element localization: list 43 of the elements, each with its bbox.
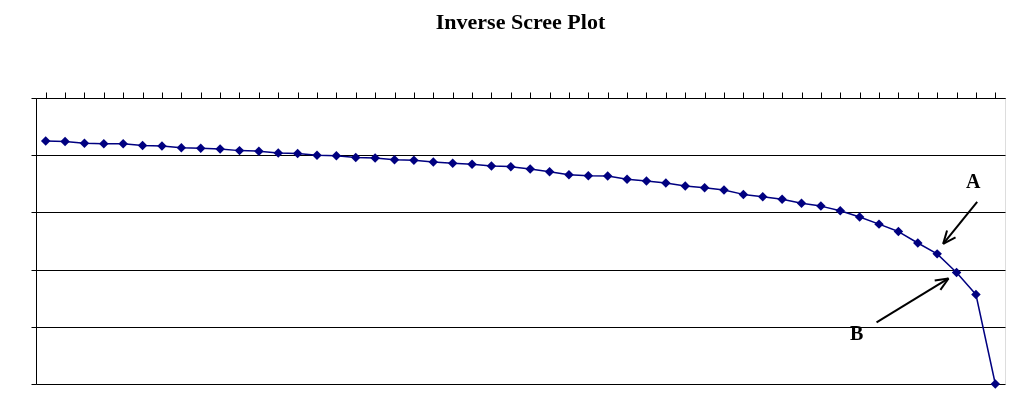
point — [544, 167, 555, 177]
point — [351, 152, 361, 163]
point — [758, 191, 768, 202]
point — [525, 164, 535, 174]
point — [195, 143, 206, 154]
point — [254, 146, 264, 156]
point — [602, 171, 613, 181]
point — [932, 249, 942, 259]
point — [583, 171, 594, 181]
point — [951, 267, 962, 278]
point — [564, 169, 574, 180]
point — [680, 181, 690, 191]
point — [971, 289, 981, 300]
point — [699, 183, 710, 193]
point — [893, 226, 904, 237]
point — [486, 161, 497, 171]
point — [428, 157, 439, 167]
point — [292, 148, 303, 159]
point — [234, 145, 245, 156]
point — [176, 143, 187, 153]
point — [777, 194, 787, 204]
point — [835, 205, 846, 216]
point — [738, 189, 749, 200]
point — [40, 136, 51, 146]
annotation: A — [965, 169, 981, 192]
point — [99, 139, 109, 149]
point — [506, 161, 516, 172]
point — [389, 155, 400, 165]
chart-title: Inverse Scree Plot — [435, 8, 606, 34]
point — [137, 140, 148, 151]
point — [331, 151, 342, 161]
point — [409, 155, 419, 166]
point — [467, 159, 477, 170]
point — [447, 158, 458, 168]
point — [273, 148, 283, 158]
point — [854, 212, 865, 222]
point — [60, 136, 70, 147]
point — [79, 138, 90, 148]
point — [990, 379, 1001, 389]
point — [622, 174, 632, 184]
point — [796, 198, 807, 208]
point — [118, 139, 128, 149]
point — [641, 176, 652, 186]
